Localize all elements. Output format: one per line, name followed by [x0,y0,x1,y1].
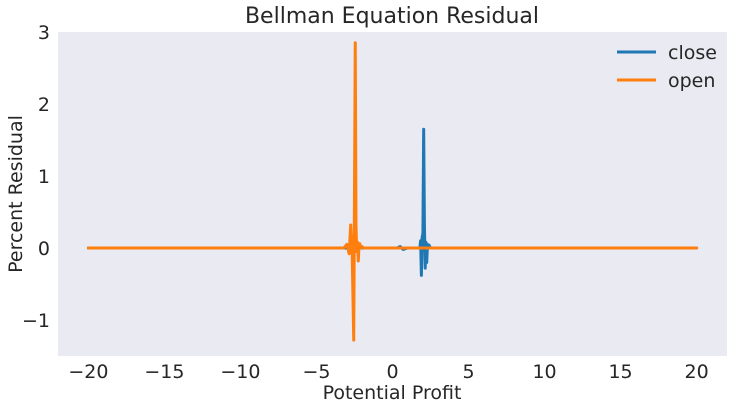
series-line-open [86,41,699,342]
legend-label-close: close [668,42,717,64]
y-tick-label: 1 [38,166,50,188]
x-tick-label: 20 [684,361,708,383]
x-tick-label: 5 [462,361,474,383]
x-tick-label: −15 [144,361,184,383]
y-axis-label: Percent Residual [5,115,27,273]
y-tick-label: 2 [38,94,50,116]
x-tick-label: 15 [608,361,632,383]
x-tick-label: −10 [220,361,260,383]
legend-label-open: open [668,70,715,92]
y-tick-label: 0 [38,238,50,260]
x-tick-labels: −20 −15 −10 −5 0 5 10 15 20 [68,361,708,383]
y-tick-label: 3 [38,22,50,44]
y-tick-label: −1 [22,310,50,332]
y-tick-labels: −1 0 1 2 3 [22,22,50,332]
legend: close open [617,42,717,92]
x-tick-label: −20 [68,361,108,383]
x-tick-label: 0 [386,361,398,383]
x-tick-label: 10 [532,361,556,383]
chart-title: Bellman Equation Residual [245,4,539,29]
series-lines [86,41,699,342]
x-tick-label: −5 [302,361,330,383]
plot-area [58,32,727,356]
x-axis-label: Potential Profit [323,382,462,404]
